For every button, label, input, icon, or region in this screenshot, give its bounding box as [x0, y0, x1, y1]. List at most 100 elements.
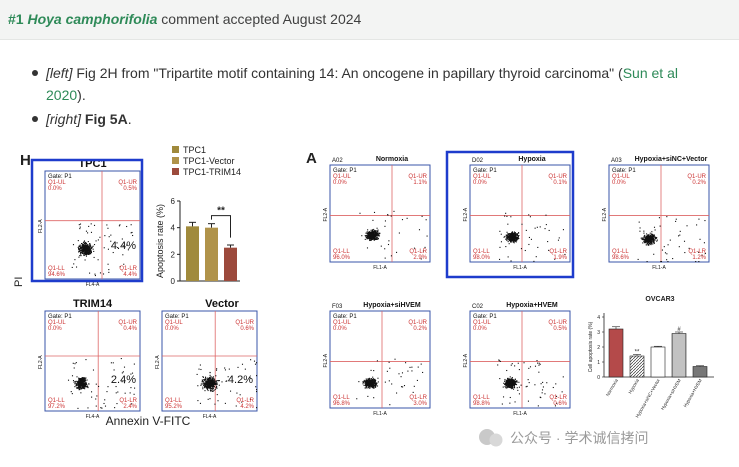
event-dot: [210, 382, 212, 384]
watermark: 公众号 · 学术诚信拷问: [479, 429, 648, 447]
event-dot: [371, 379, 373, 381]
event-dot: [82, 252, 84, 255]
event-dot: [512, 235, 514, 237]
significance-mark: **: [217, 206, 225, 217]
event-dot: [209, 371, 211, 374]
event-dot: [508, 235, 510, 237]
event-dot: [204, 378, 206, 380]
event-dot: [87, 248, 89, 250]
event-dot: [507, 383, 509, 385]
event-dot: [106, 224, 108, 226]
event-dot: [79, 252, 81, 254]
event-dot: [225, 380, 227, 382]
event-dot: [202, 376, 205, 378]
event-dot: [511, 232, 513, 234]
event-dot: [413, 247, 416, 249]
citation-link[interactable]: Sun et al: [622, 65, 678, 81]
event-dot: [512, 240, 514, 242]
plot-title: Normoxia: [376, 156, 408, 163]
event-dot: [646, 238, 648, 241]
event-dot: [376, 382, 378, 384]
y-axis-label-pi: PI: [13, 277, 25, 287]
quadrant-ur: Q1-UR: [548, 174, 567, 180]
event-dot: [237, 366, 239, 368]
event-dot: [516, 240, 518, 242]
event-dot: [698, 261, 700, 263]
event-dot: [209, 386, 211, 388]
event-dot: [645, 237, 647, 239]
event-dot: [200, 384, 202, 386]
event-dot: [132, 234, 134, 237]
event-dot: [82, 378, 85, 380]
event-dot: [505, 385, 507, 387]
event-dot: [367, 395, 369, 397]
event-dot: [83, 385, 85, 387]
event-dot: [371, 232, 374, 234]
event-dot: [107, 227, 109, 229]
event-dot: [653, 239, 655, 241]
event-dot: [368, 377, 370, 379]
event-dot: [209, 380, 211, 382]
event-dot: [212, 390, 215, 392]
event-dot: [508, 378, 511, 380]
event-dot: [524, 249, 526, 252]
event-dot: [196, 373, 198, 375]
event-dot: [256, 362, 258, 364]
event-dot: [88, 252, 90, 255]
event-dot: [515, 380, 517, 382]
event-dot: [510, 241, 512, 243]
event-dot: [83, 383, 85, 385]
citation-link-year[interactable]: 2020: [46, 87, 78, 103]
event-dot: [201, 383, 203, 385]
event-dot: [515, 235, 517, 237]
event-dot: [371, 379, 373, 381]
event-dot: [511, 381, 513, 383]
comment-number: #1: [8, 11, 24, 27]
event-dot: [212, 386, 214, 388]
event-dot: [509, 383, 511, 386]
quadrant-ul: Q1-UL: [333, 320, 351, 326]
event-dot: [537, 246, 539, 248]
event-dot: [205, 377, 207, 379]
event-dot: [210, 386, 212, 388]
event-dot: [375, 384, 377, 386]
event-dot: [214, 388, 217, 390]
event-dot: [117, 391, 119, 393]
event-dot: [377, 229, 379, 231]
event-dot: [512, 239, 514, 241]
event-dot: [517, 389, 519, 391]
event-dot: [78, 250, 80, 252]
event-dot: [367, 232, 369, 234]
x-channel-label: FL1-A: [652, 265, 666, 271]
event-dot: [79, 228, 81, 230]
legend-label: TPC1-TRIM14: [183, 167, 241, 177]
event-dot: [649, 235, 651, 237]
event-dot: [215, 381, 217, 383]
event-dot: [554, 405, 557, 407]
legend-swatch: [172, 146, 179, 153]
event-dot: [370, 386, 372, 388]
event-dot: [528, 243, 530, 246]
event-dot: [91, 396, 93, 398]
event-dot: [206, 382, 208, 384]
event-dot: [368, 235, 370, 237]
event-dot: [667, 261, 669, 263]
event-dot: [204, 379, 207, 381]
event-dot: [652, 235, 654, 237]
event-dot: [79, 226, 81, 228]
event-dot: [93, 244, 96, 246]
quadrant-ur-value: 0.2%: [413, 326, 427, 332]
event-dot: [390, 255, 392, 257]
event-dot: [515, 238, 517, 240]
lr-percentage: 2.4%: [111, 374, 136, 386]
quadrant-lr-value: 3.0%: [413, 401, 427, 407]
event-dot: [375, 383, 377, 385]
quadrant-ll: Q1-LL: [612, 249, 629, 255]
event-dot: [544, 228, 546, 230]
event-dot: [80, 380, 82, 383]
event-dot: [356, 398, 358, 400]
event-dot: [503, 236, 505, 238]
event-dot: [89, 252, 91, 254]
event-dot: [651, 241, 653, 244]
